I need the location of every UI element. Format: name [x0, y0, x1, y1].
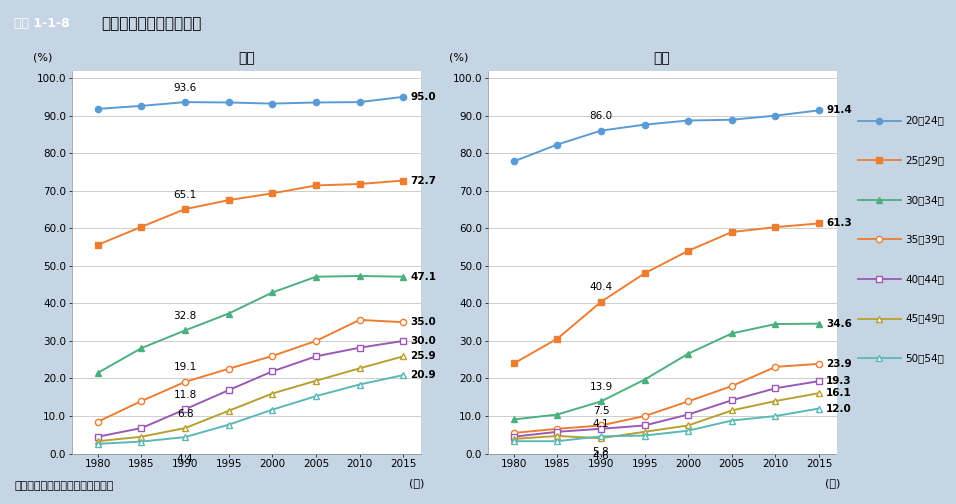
Text: 50－54歳: 50－54歳 — [905, 353, 945, 363]
Text: 40.4: 40.4 — [590, 283, 613, 292]
Text: 86.0: 86.0 — [590, 111, 613, 121]
Text: 32.8: 32.8 — [173, 311, 197, 321]
Text: 13.9: 13.9 — [589, 382, 613, 392]
Text: 65.1: 65.1 — [173, 190, 197, 200]
Text: 93.6: 93.6 — [173, 83, 197, 93]
Title: 女性: 女性 — [654, 51, 670, 65]
Text: 4.6: 4.6 — [593, 452, 609, 461]
Text: 資料：総務省統計局「国勢調査」: 資料：総務省統計局「国勢調査」 — [14, 481, 114, 491]
Text: 16.1: 16.1 — [826, 388, 852, 398]
Text: 4.1: 4.1 — [593, 419, 609, 429]
Text: 25－29歳: 25－29歳 — [905, 155, 945, 165]
Text: (%): (%) — [449, 53, 468, 63]
Text: 35.0: 35.0 — [410, 317, 436, 327]
Text: 45－49歳: 45－49歳 — [905, 313, 945, 324]
Text: 19.3: 19.3 — [826, 376, 852, 386]
Text: 35－39歳: 35－39歳 — [905, 234, 945, 244]
Text: 図表 1-1-8: 図表 1-1-8 — [14, 18, 70, 30]
Text: 20.9: 20.9 — [410, 370, 436, 380]
Text: 95.0: 95.0 — [410, 92, 436, 102]
Text: 19.1: 19.1 — [173, 362, 197, 372]
Text: (年): (年) — [409, 478, 424, 488]
Text: 20－24歳: 20－24歳 — [905, 115, 945, 125]
Text: 12.0: 12.0 — [826, 404, 852, 414]
Text: (%): (%) — [33, 53, 53, 63]
Text: 30.0: 30.0 — [410, 336, 436, 346]
Text: 40－44歳: 40－44歳 — [905, 274, 945, 284]
Text: 4.4: 4.4 — [177, 454, 193, 464]
Text: 72.7: 72.7 — [410, 175, 436, 185]
Text: (年): (年) — [825, 478, 840, 488]
Text: 23.9: 23.9 — [826, 359, 852, 369]
Text: 5.8: 5.8 — [593, 447, 609, 457]
Text: 6.8: 6.8 — [177, 409, 193, 419]
Text: 7.5: 7.5 — [593, 406, 609, 416]
Text: 年齢階級別未婚率の推移: 年齢階級別未婚率の推移 — [101, 17, 202, 31]
Text: 61.3: 61.3 — [826, 218, 852, 228]
Text: 11.8: 11.8 — [173, 390, 197, 400]
Text: 91.4: 91.4 — [826, 105, 852, 115]
Text: 30－34歳: 30－34歳 — [905, 195, 945, 205]
Text: 47.1: 47.1 — [410, 272, 436, 282]
Title: 男性: 男性 — [238, 51, 254, 65]
Text: 25.9: 25.9 — [410, 351, 436, 361]
Text: 34.6: 34.6 — [826, 319, 852, 329]
